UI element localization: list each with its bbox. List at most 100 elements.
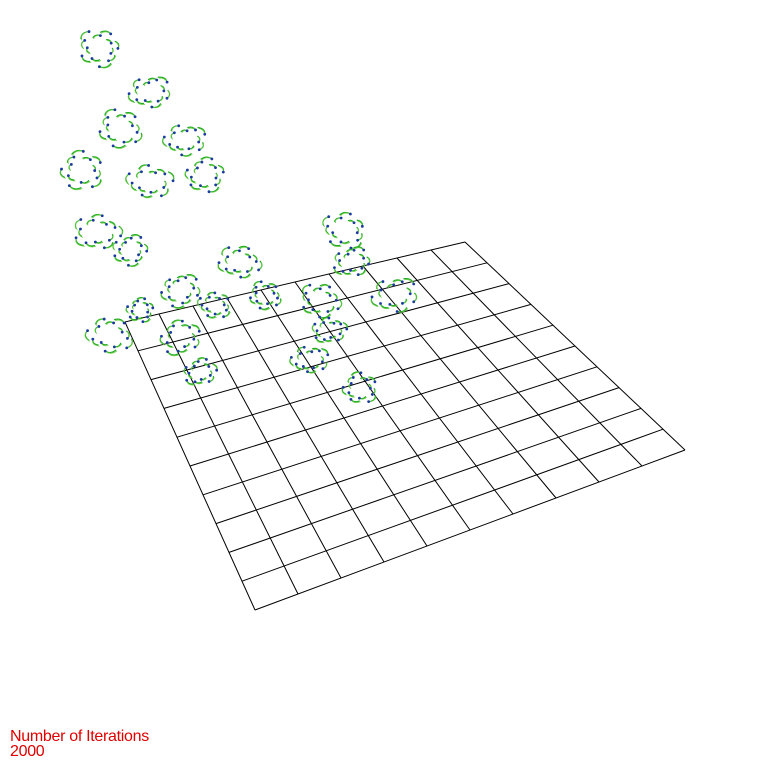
swirl-tip [162,135,166,139]
swirl-tip [102,317,106,321]
swirl-tip [176,279,180,283]
swirl [159,319,201,357]
swirl-tip [196,293,199,297]
swirl-tip [130,309,134,313]
swirl-tip [215,368,219,372]
swirl-tip [349,398,353,401]
swirl-tip [294,362,298,366]
swirl [125,164,175,199]
swirl-tip [336,338,340,342]
swirl-tip [97,325,101,328]
swirl-tip [388,302,392,306]
swirl-tip [181,301,185,305]
swirl [341,371,377,404]
swirl [322,211,364,250]
swirl-tip [308,283,312,287]
swirl-stroke [92,179,102,188]
swirl-tip [139,236,143,239]
swirl-tip [255,299,259,303]
swirl-tip [138,186,141,190]
swirl-tip [400,280,404,284]
grid-line [430,249,643,467]
swirl-tip [88,158,92,162]
swirl-tip [208,374,212,377]
swirl [311,316,349,344]
swirl-tip [320,360,324,364]
swirl-tip [107,134,111,138]
swirl-stroke [322,216,329,228]
swirl-tip [189,183,193,187]
iterations-label: Number of Iterations [10,728,149,745]
swirl-stroke [75,219,81,231]
swirl-tip [214,176,218,180]
swirl-tip [146,310,150,314]
swirl-tip [321,367,325,371]
swirl-tip [113,254,117,258]
swirl-tip [339,216,343,220]
swirl-tip [66,174,70,177]
swirl [112,234,149,268]
fractal [59,30,418,404]
swirl-tip [314,336,318,340]
swirl-tip [180,153,184,157]
swirl-tip [109,41,113,45]
swirl-tip [126,263,130,267]
swirl-tip [93,240,97,244]
swirl-tip [91,218,95,222]
swirl-tip [98,161,102,164]
swirl-stroke [208,186,220,193]
swirl-tip [124,240,127,244]
swirl-tip [338,332,342,336]
swirl-tip [162,89,166,93]
swirl-tip [365,378,369,381]
swirl-tip [154,171,157,175]
swirl-tip [151,306,155,310]
swirl-tip [192,337,196,341]
swirl-tip [258,306,262,310]
swirl-tip [334,298,338,302]
swirl-tip [188,326,192,329]
swirl-tip [337,252,341,256]
swirl-tip [91,185,94,189]
swirl-tip [306,370,309,374]
swirl-tip [331,231,335,235]
swirl-tip [338,259,342,262]
swirl-tip [302,345,306,349]
swirl [160,274,201,310]
swirl-tip [146,315,149,319]
swirl-tip [349,382,353,385]
swirl-tip [381,280,385,283]
grid-line [396,257,600,483]
swirl-tip [266,284,270,288]
swirl-tip [351,376,355,379]
swirl-tip [187,147,191,151]
swirl-tip [199,378,203,381]
swirl-tip [207,380,211,383]
swirl-tip [274,285,278,289]
swirl-tip [362,248,366,252]
swirl-tip [97,65,101,69]
swirl-tip [121,256,125,260]
swirl-tip [221,170,225,174]
swirl-tip [266,302,269,306]
swirl-tip [113,108,117,112]
grid-line [202,366,598,496]
swirl-tip [74,236,78,240]
swirl-tip [116,46,120,50]
swirl [183,357,219,386]
swirl-tip [134,140,138,144]
swirl-tip [304,291,308,295]
swirl-tip [194,277,198,281]
swirl [333,246,371,277]
swirl-tip [310,350,314,354]
swirl-tip [143,297,147,301]
swirl-tip [197,329,201,333]
swirl-tip [249,296,252,300]
swirl-tip [379,288,383,292]
swirl-tip [111,144,115,148]
swirl-tip [167,295,171,299]
swirl-tip [224,308,228,312]
swirl-tip [373,380,377,384]
swirl-tip [226,255,230,259]
